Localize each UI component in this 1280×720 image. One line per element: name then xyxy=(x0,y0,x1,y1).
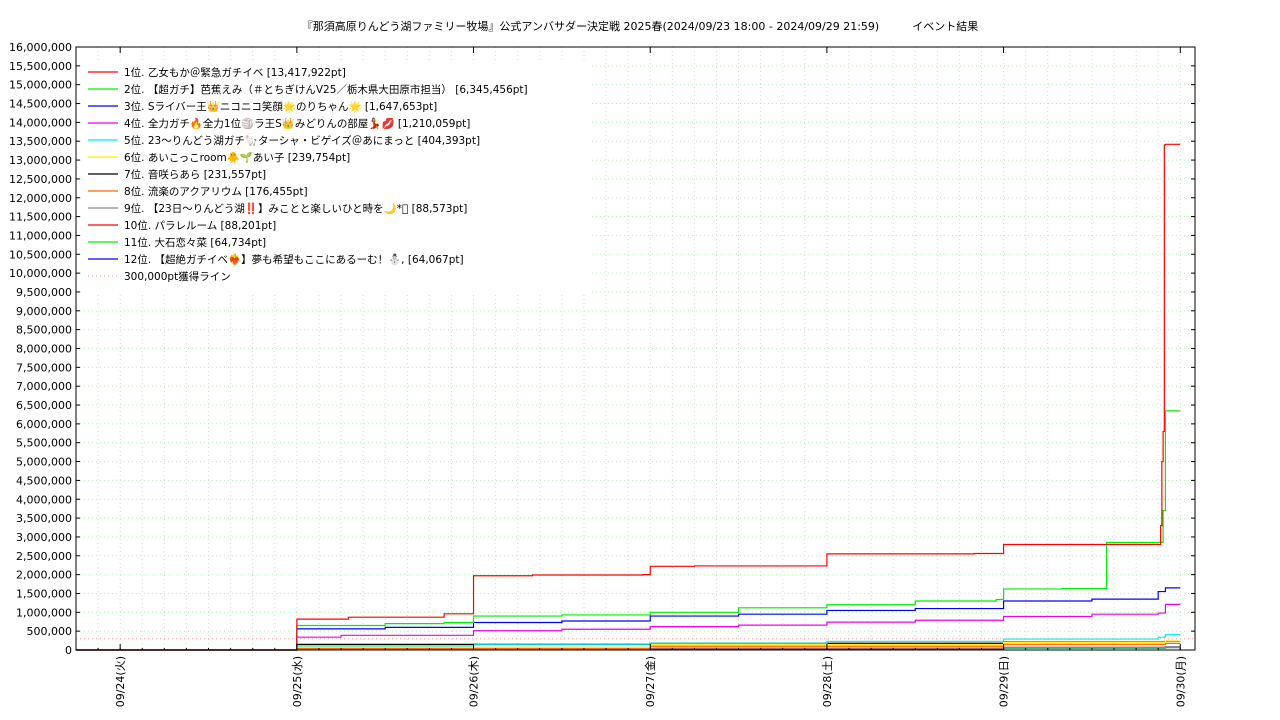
y-tick-label: 14,000,000 xyxy=(9,116,72,129)
legend-label: 6位. あいこっこroom🐥🌱あい子 [239,754pt] xyxy=(124,151,350,164)
legend-layer: 1位. 乙女もか＠緊急ガチイベ [13,417,922pt] 2位. 【超ガチ】芭… xyxy=(84,62,589,293)
x-tick-label: 09/25(水) xyxy=(291,656,304,707)
legend-label: 7位. 音咲らあら [231,557pt] xyxy=(124,168,266,181)
y-tick-label: 15,500,000 xyxy=(9,60,72,73)
y-tick-label: 0 xyxy=(65,644,72,657)
y-tick-label: 1,000,000 xyxy=(16,606,72,619)
legend-label: 2位. 【超ガチ】芭蕉えみ（＃とちぎけんV25／栃木県大田原市担当） [6,34… xyxy=(124,83,528,96)
legend-label: 11位. 大石恋々菜 [64,734pt] xyxy=(124,236,266,249)
legend-label: 12位. 【超絶ガチイベ❤️‍🔥】夢も希望もここにあるーむ！⛄️, [64,06… xyxy=(124,253,464,266)
y-tick-label: 11,500,000 xyxy=(9,211,72,224)
legend-label: 9位. 【23日〜りんどう湖‼️】みことと楽しいひと時を🌙*ﾟ [88,573p… xyxy=(124,202,467,215)
legend-label: 1位. 乙女もか＠緊急ガチイベ [13,417,922pt] xyxy=(124,66,346,79)
legend-label: 3位. Sライバー王👑ニコニコ笑顔🌟のりちゃん🌟 [1,647,653pt] xyxy=(124,100,437,113)
y-tick-label: 3,000,000 xyxy=(16,531,72,544)
y-tick-label: 5,500,000 xyxy=(16,437,72,450)
x-tick-label: 09/29(日) xyxy=(998,656,1011,707)
x-tick-label: 09/27(金) xyxy=(643,656,657,707)
y-tick-label: 4,500,000 xyxy=(16,474,72,487)
y-tick-label: 7,500,000 xyxy=(16,361,72,374)
y-tick-label: 13,000,000 xyxy=(9,154,72,167)
y-tick-label: 6,500,000 xyxy=(16,399,72,412)
plot-frame xyxy=(75,46,1196,651)
y-tick-label: 11,000,000 xyxy=(9,229,72,242)
y-tick-label: 9,500,000 xyxy=(16,286,72,299)
y-tick-label: 16,000,000 xyxy=(9,41,72,54)
legend-box xyxy=(84,62,589,293)
y-tick-label: 4,000,000 xyxy=(16,493,72,506)
y-tick-label: 12,500,000 xyxy=(9,173,72,186)
series-line xyxy=(76,143,1181,651)
y-tick-label: 500,000 xyxy=(27,625,73,638)
y-tick-label: 10,500,000 xyxy=(9,248,72,261)
series-line xyxy=(76,587,1181,651)
x-tick-label: 09/30(月) xyxy=(1174,656,1187,707)
x-tick-label: 09/26(木) xyxy=(468,656,481,707)
y-tick-label: 7,000,000 xyxy=(16,380,72,393)
y-tick-label: 10,000,000 xyxy=(9,267,72,280)
y-tick-label: 6,000,000 xyxy=(16,418,72,431)
x-tick-label: 09/24(火) xyxy=(114,656,127,707)
chart-title: 『那須高原りんどう湖ファミリー牧場』公式アンバサダー決定戦 2025春(2024… xyxy=(301,20,979,33)
series-line xyxy=(76,410,1181,651)
series-line xyxy=(76,634,1181,651)
y-tick-label: 5,000,000 xyxy=(16,456,72,469)
y-tick-label: 2,500,000 xyxy=(16,550,72,563)
legend-label: 300,000pt獲得ライン xyxy=(124,270,231,283)
y-tick-label: 9,000,000 xyxy=(16,305,72,318)
y-tick-label: 12,000,000 xyxy=(9,192,72,205)
legend-label: 5位. 23〜りんどう湖ガチ🦙ターシャ・ビゲイズ＠あにまっと [404,393p… xyxy=(124,134,480,147)
y-tick-label: 2,000,000 xyxy=(16,569,72,582)
x-tick-label: 09/28(土) xyxy=(821,656,834,707)
y-tick-label: 14,500,000 xyxy=(9,98,72,111)
y-tick-label: 15,000,000 xyxy=(9,79,72,92)
legend-label: 8位. 流楽のアクアリウム [176,455pt] xyxy=(124,185,308,198)
y-tick-label: 8,500,000 xyxy=(16,324,72,337)
legend-label: 4位. 全力ガチ🔥全力1位🏐ラ王S👑みどりんの部屋💃💋 [1,210,059pt… xyxy=(124,117,470,130)
y-tick-label: 1,500,000 xyxy=(16,587,72,600)
series-line xyxy=(76,603,1181,651)
y-tick-label: 8,000,000 xyxy=(16,343,72,356)
y-tick-label: 13,500,000 xyxy=(9,135,72,148)
legend-label: 10位. パラレルーム [88,201pt] xyxy=(124,219,276,232)
axis-layer: 0 500,000 1,000,000 1,500,000 2,000,000 2,500… xyxy=(9,41,1196,707)
y-tick-label: 3,500,000 xyxy=(16,512,72,525)
